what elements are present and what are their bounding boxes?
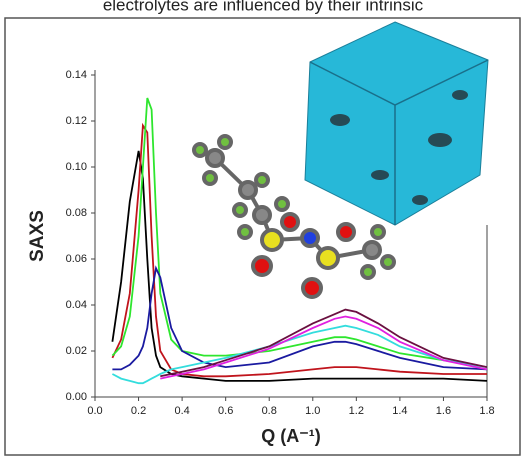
x-tick-label: 1.2: [349, 405, 364, 417]
series-line: [160, 317, 487, 379]
x-axis-label: Q (A⁻¹): [261, 426, 320, 446]
y-tick-label: 0.12: [66, 115, 87, 127]
y-tick-label: 0.10: [66, 161, 87, 173]
x-tick-label: 0.6: [218, 405, 233, 417]
figure: electrolytes are influenced by their int…: [0, 0, 526, 459]
x-tick-label: 0.8: [262, 405, 277, 417]
y-tick-label: 0.04: [66, 299, 87, 311]
y-tick-label: 0.00: [66, 391, 87, 403]
x-tick-label: 1.6: [436, 405, 451, 417]
x-tick-label: 0.2: [131, 405, 146, 417]
x-tick-label: 1.4: [392, 405, 407, 417]
y-tick-label: 0.14: [66, 69, 87, 81]
x-tick-label: 1.8: [479, 405, 494, 417]
cube-image: [305, 22, 488, 225]
y-tick-label: 0.06: [66, 253, 87, 265]
page: electrolytes are influenced by their int…: [0, 0, 526, 459]
y-tick-label: 0.02: [66, 345, 87, 357]
x-tick-label: 1.0: [305, 405, 320, 417]
caption-fragment: electrolytes are influenced by their int…: [103, 0, 424, 14]
y-tick-label: 0.08: [66, 207, 87, 219]
x-tick-label: 0.0: [87, 405, 102, 417]
x-tick-label: 0.4: [174, 405, 189, 417]
y-axis-label: SAXS: [27, 210, 48, 262]
